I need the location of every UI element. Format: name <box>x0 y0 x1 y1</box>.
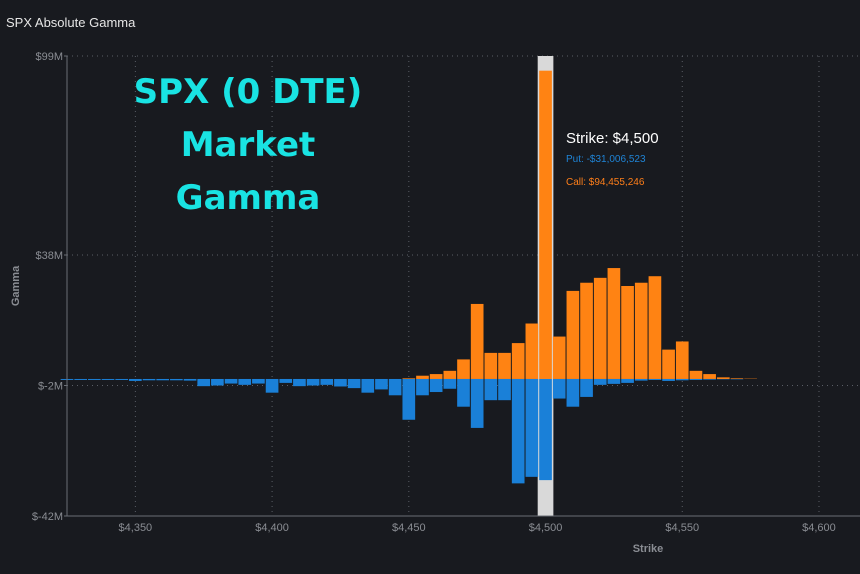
call-bar <box>443 370 457 379</box>
put-bar <box>388 378 402 396</box>
put-bar <box>361 378 375 393</box>
call-bar <box>498 352 511 379</box>
put-bar <box>74 378 88 380</box>
put-bar <box>552 378 566 399</box>
call-bar <box>648 276 662 379</box>
x-tick-label: $4,500 <box>529 522 563 534</box>
put-bar <box>306 378 320 386</box>
put-bar <box>88 378 101 380</box>
call-bar <box>402 378 416 379</box>
put-bar <box>566 378 580 407</box>
call-bar <box>525 323 539 379</box>
call-bar <box>607 268 621 379</box>
put-bar <box>470 378 484 428</box>
call-bar <box>730 378 744 379</box>
put-bar <box>593 378 607 385</box>
overlay-line-2: Market <box>180 125 316 165</box>
y-tick-label: $-2M <box>38 381 63 393</box>
put-bar <box>197 378 211 387</box>
put-bar <box>265 378 279 393</box>
y-tick-label: $-42M <box>32 511 63 523</box>
put-bar <box>252 378 265 384</box>
overlay-line-1: SPX (0 DTE) <box>133 72 363 112</box>
put-bar <box>416 378 429 396</box>
put-bar <box>621 378 634 383</box>
axes <box>64 55 860 517</box>
strike-tooltip: Strike: $4,500 Put: -$31,006,523 Call: $… <box>566 130 659 188</box>
put-bar <box>142 378 156 381</box>
put-bar <box>429 378 443 393</box>
put-bar <box>101 378 115 380</box>
call-bar <box>689 370 703 379</box>
put-bar <box>402 378 416 420</box>
call-bar <box>429 374 443 379</box>
put-bar <box>224 378 238 384</box>
y-axis-title: Gamma <box>10 265 22 306</box>
put-bar <box>347 378 361 389</box>
put-bar <box>539 378 552 481</box>
put-bar <box>484 378 498 401</box>
put-bar <box>607 378 621 384</box>
put-bar <box>498 378 511 401</box>
tooltip-strike: Strike: $4,500 <box>566 130 659 147</box>
tooltip-call: Call: $94,455,246 <box>566 177 645 188</box>
put-bar <box>375 378 388 390</box>
x-axis-title: Strike <box>633 543 664 555</box>
put-bar <box>170 378 183 381</box>
call-bar <box>470 303 484 379</box>
put-bar <box>443 378 457 389</box>
put-bar <box>662 378 675 381</box>
call-bar <box>621 286 634 379</box>
put-bar <box>525 378 539 477</box>
put-bar <box>211 378 224 386</box>
call-bar <box>416 375 429 379</box>
put-bar <box>703 378 716 380</box>
axis-labels: $99M $38M $-2M $-42M $4,350 $4,400 $4,450 $4,50… <box>10 51 836 555</box>
call-bar <box>593 277 607 379</box>
put-bar <box>689 378 703 380</box>
x-tick-label: $4,550 <box>665 522 699 534</box>
bars <box>60 70 757 484</box>
call-bar <box>566 290 580 379</box>
call-bar <box>634 282 648 379</box>
put-bar <box>320 378 334 385</box>
overlay-caption: SPX (0 DTE) Market Gamma <box>118 66 378 225</box>
put-bar <box>238 378 252 385</box>
put-bar <box>457 378 470 407</box>
call-bar <box>703 374 716 379</box>
call-bar <box>662 349 675 379</box>
put-bar <box>675 378 689 381</box>
call-bar <box>675 341 689 379</box>
tooltip-put: Put: -$31,006,523 <box>566 154 646 165</box>
put-bar <box>129 378 142 381</box>
call-bar <box>457 359 470 379</box>
put-bar <box>183 378 197 381</box>
put-bar <box>648 378 662 380</box>
overlay-line-3: Gamma <box>175 178 321 218</box>
put-bar <box>580 378 593 397</box>
y-tick-label: $99M <box>35 51 63 63</box>
x-tick-label: $4,450 <box>392 522 426 534</box>
page-title: SPX Absolute Gamma <box>6 15 136 30</box>
call-bar <box>539 70 552 379</box>
call-bar <box>716 377 730 379</box>
put-bar <box>634 378 648 381</box>
x-tick-label: $4,400 <box>255 522 289 534</box>
y-tick-label: $38M <box>35 250 63 262</box>
put-bar <box>115 378 129 380</box>
call-bar <box>552 336 566 379</box>
put-bar <box>293 378 306 387</box>
x-tick-label: $4,600 <box>802 522 836 534</box>
put-bar <box>511 378 525 484</box>
x-tick-label: $4,350 <box>119 522 153 534</box>
call-bar <box>484 352 498 379</box>
call-bar <box>511 343 525 379</box>
put-bar <box>156 378 170 381</box>
put-bar <box>334 378 347 387</box>
call-bar <box>580 282 593 379</box>
put-bar <box>279 378 293 383</box>
